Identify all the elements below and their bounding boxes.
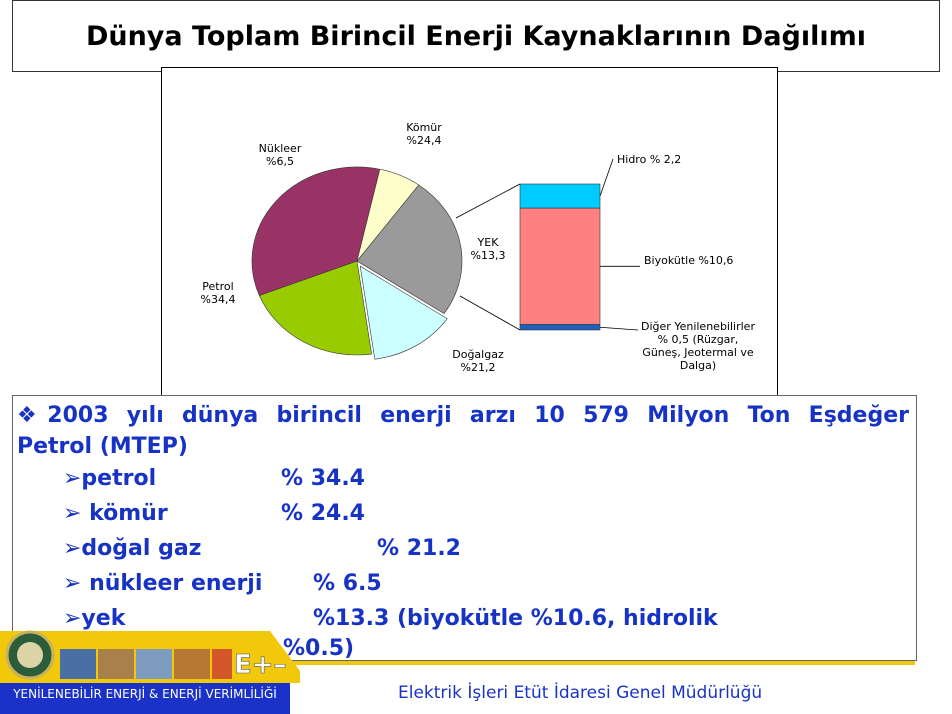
- connector-line: [455, 183, 521, 219]
- slice-label: Petrol: [202, 280, 233, 293]
- photo-tile: [98, 649, 134, 679]
- breakdown-bar-segment: [519, 324, 601, 331]
- item-value: % 34.4: [281, 466, 365, 491]
- item-value: % 24.4: [281, 501, 365, 526]
- item-label: ➢yek: [63, 606, 126, 631]
- photo-tile: [136, 649, 172, 679]
- title-box: Dünya Toplam Birincil Enerji Kaynakların…: [12, 0, 940, 72]
- photo-tile: [174, 649, 210, 679]
- breakdown-bar-segment: [519, 183, 601, 209]
- breakdown-label: Dalga): [680, 359, 716, 372]
- info-headline-cont: Petrol (MTEP): [17, 434, 188, 459]
- leader-line: [599, 326, 639, 331]
- chart-panel: Kömür %24,4 YEK %13,3 Doğalgaz %21,2 Petrol %34…: [161, 67, 778, 399]
- page-title: Dünya Toplam Birincil Enerji Kaynakların…: [85, 20, 867, 52]
- item-label: ➢ kömür: [63, 501, 168, 526]
- item-label: ➢doğal gaz: [63, 536, 202, 561]
- slice-label: Doğalgaz: [452, 348, 504, 361]
- slice-value: %13,3: [471, 249, 506, 262]
- strip-text: E+–: [234, 650, 287, 680]
- item-label: ➢ nükleer enerji: [63, 571, 263, 596]
- photo-tile: [212, 649, 232, 679]
- slice-value: %24,4: [407, 134, 442, 147]
- slice-value: %21,2: [461, 361, 496, 374]
- breakdown-bar-segment: [519, 207, 601, 325]
- pie-slice: [258, 260, 372, 356]
- info-panel: ❖2003 yılı dünya birincil enerji arzı 10…: [12, 395, 917, 661]
- breakdown-label: Biyokütle %10,6: [644, 254, 733, 267]
- breakdown-label: Güneş, Jeotermal ve: [642, 346, 754, 359]
- leader-line: [599, 158, 614, 197]
- pie-slice: [359, 265, 448, 360]
- footer-org: Elektrik İşleri Etüt İdaresi Genel Müdür…: [398, 683, 763, 703]
- breakdown-label: Diğer Yenilenebilirler: [641, 320, 755, 333]
- slice-value: %34,4: [201, 293, 236, 306]
- footer-left-text: YENİLENEBİLİR ENERJİ & ENERJİ VERİMLİLİĞ…: [13, 687, 277, 701]
- slice-label: Kömür: [406, 121, 442, 134]
- item-value: % 6.5: [313, 571, 382, 596]
- info-headline: ❖2003 yılı dünya birincil enerji arzı 10…: [17, 403, 909, 428]
- footer-photo-strip: E+–: [0, 630, 300, 683]
- slice-value: %6,5: [266, 155, 294, 168]
- pie-slice: [356, 184, 463, 314]
- photo-tile: [60, 649, 96, 679]
- pie-chart: Kömür%24,4 YEK%13,3 Doğalgaz%21,2 Petrol%34…: [201, 121, 756, 374]
- connector-line: [459, 295, 521, 331]
- item-value: %13.3 (biyokütle %10.6, hidrolik: [313, 606, 718, 631]
- item-label: ➢petrol: [63, 466, 157, 491]
- breakdown-label: Hidro % 2,2: [617, 153, 681, 166]
- pie-slice: [356, 168, 420, 262]
- slice-label: YEK: [477, 236, 500, 249]
- slice-label: Nükleer: [259, 142, 302, 155]
- item-value: % 21.2: [377, 536, 461, 561]
- item-value: %0.5): [283, 636, 355, 661]
- footer-bar: YENİLENEBİLİR ENERJİ & ENERJİ VERİMLİLİĞ…: [0, 683, 290, 714]
- breakdown-label: % 0,5 (Rüzgar,: [658, 333, 739, 346]
- pie-slice: [251, 166, 381, 296]
- emblem-center-icon: [17, 642, 43, 668]
